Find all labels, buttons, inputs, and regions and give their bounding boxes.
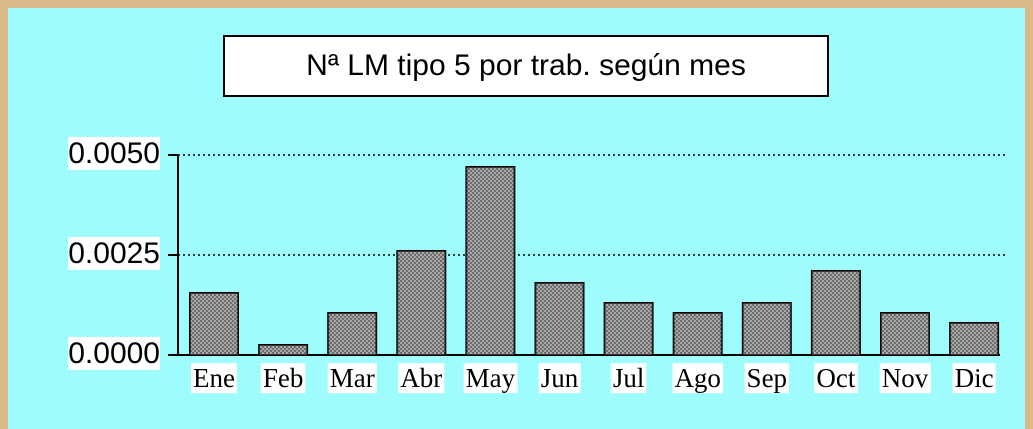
bar-texture — [190, 293, 238, 355]
x-tick-label: Mar — [330, 363, 375, 393]
y-tick-label: 0.0025 — [68, 237, 160, 270]
label-background — [68, 136, 160, 170]
label-background — [610, 363, 647, 394]
bar-texture — [673, 313, 722, 355]
label-background — [68, 236, 160, 270]
x-tick-label: Nov — [882, 363, 929, 393]
x-tick-label: Jul — [613, 363, 645, 393]
bar-texture — [535, 283, 584, 355]
bar-texture — [742, 303, 791, 355]
x-tick-label: Oct — [816, 363, 855, 393]
label-background — [260, 363, 306, 394]
bar-texture — [950, 323, 999, 355]
label-background — [191, 363, 238, 394]
label-background — [538, 363, 581, 394]
label-background — [463, 363, 518, 394]
x-tick-label: Abr — [400, 363, 442, 393]
label-background — [398, 363, 445, 394]
y-tick-label: 0.0000 — [68, 337, 160, 370]
label-background — [68, 336, 160, 370]
y-tick-label: 0.0050 — [68, 137, 160, 170]
bar-texture — [328, 313, 377, 355]
title-box — [223, 35, 829, 97]
bar-texture — [397, 251, 446, 355]
x-tick-label: Dic — [955, 363, 994, 393]
x-tick-label: Sep — [747, 363, 788, 393]
x-tick-label: Ago — [674, 363, 721, 393]
bar-texture — [604, 303, 653, 355]
label-background — [744, 363, 790, 394]
x-tick-label: May — [466, 363, 516, 393]
label-background — [879, 363, 931, 394]
bar-texture — [259, 345, 308, 355]
bar-texture — [881, 313, 929, 355]
label-background — [327, 363, 377, 394]
x-tick-label: Ene — [193, 363, 235, 393]
bar-texture — [466, 167, 515, 355]
x-tick-label: Feb — [263, 363, 304, 393]
label-background — [672, 363, 723, 394]
label-background — [814, 363, 858, 394]
x-tick-label: Jun — [541, 363, 579, 393]
label-background — [952, 363, 996, 394]
bar-texture — [811, 271, 860, 355]
chart-title: Nª LM tipo 5 por trab. según mes — [306, 49, 746, 82]
